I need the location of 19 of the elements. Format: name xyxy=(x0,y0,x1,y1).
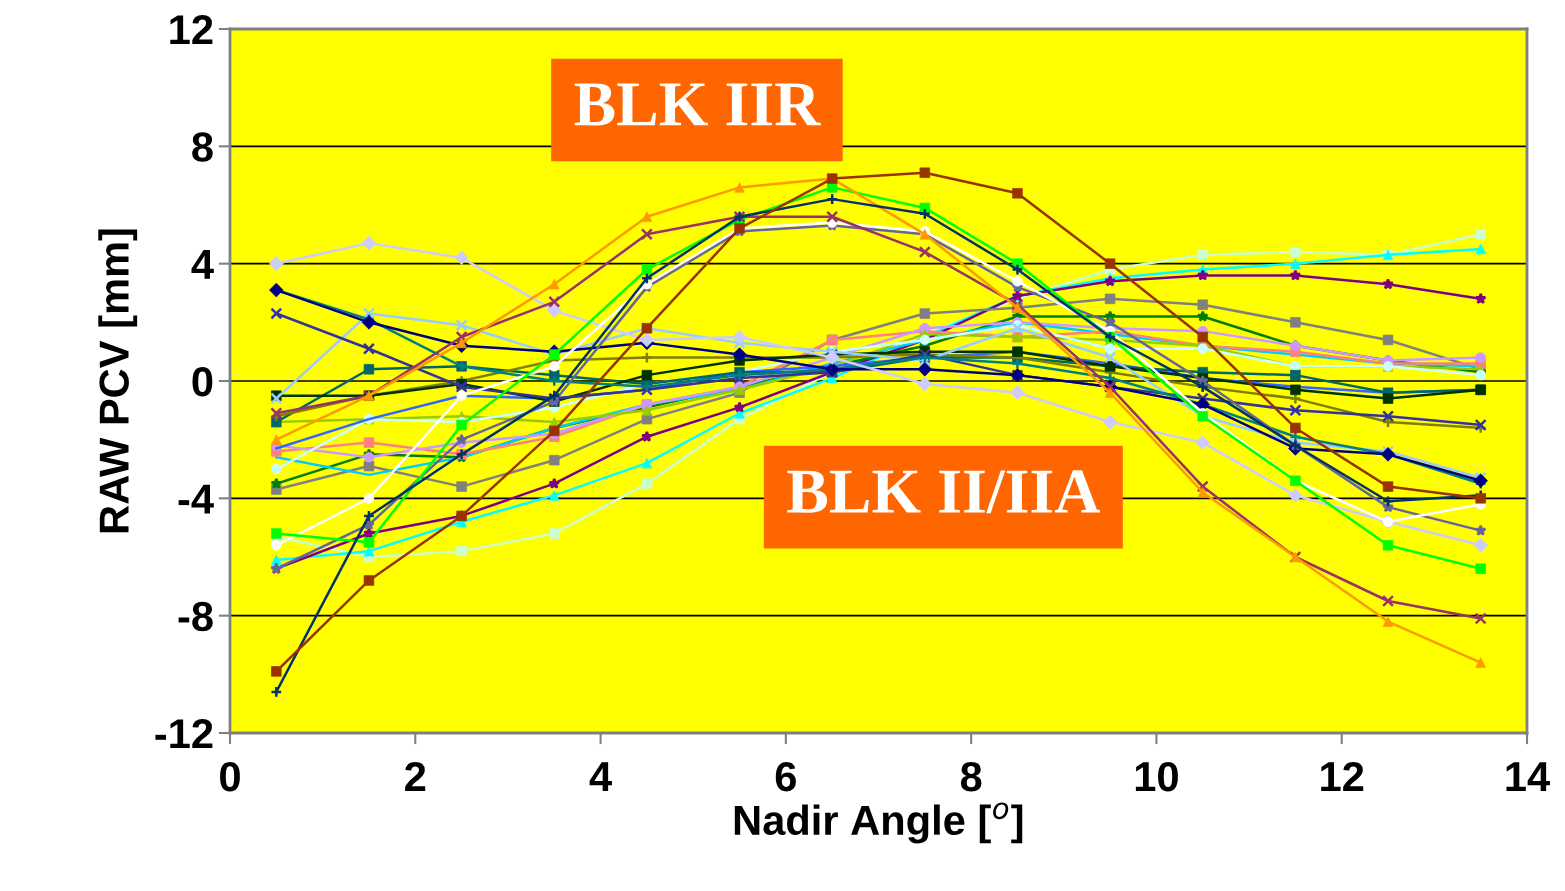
x-tick-label: 4 xyxy=(589,762,612,791)
x-tick-label: 14 xyxy=(1506,762,1550,791)
annotation: BLK II/IIA xyxy=(787,470,1100,514)
y-tick-label: 8 xyxy=(192,132,213,162)
x-tick-label: 2 xyxy=(405,761,426,791)
y-tick-label: -12 xyxy=(155,719,213,749)
y-axis-title: RAW PCV [mm] xyxy=(98,229,138,533)
x-tick-label: 6 xyxy=(775,761,796,792)
y-tick-label: 12 xyxy=(170,15,213,45)
x-tick-label: 12 xyxy=(1321,761,1364,791)
x-tick-label: 8 xyxy=(960,761,982,792)
y-tick-label: -4 xyxy=(178,484,214,514)
x-tick-label: 0 xyxy=(220,761,240,792)
y-tick-label: 0 xyxy=(192,367,213,397)
annotation: BLK IIR xyxy=(574,83,821,126)
y-tick-label: -8 xyxy=(178,601,213,632)
x-tick-label: 10 xyxy=(1135,761,1178,792)
y-tick-label: 4 xyxy=(191,250,214,279)
x-axis-title: Nadir Angle [$^{o}$] xyxy=(734,802,1023,844)
